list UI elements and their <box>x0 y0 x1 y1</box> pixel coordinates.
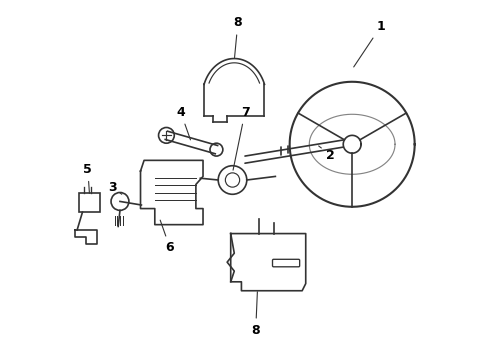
Text: 4: 4 <box>176 106 191 140</box>
Bar <box>79 193 100 212</box>
Text: 5: 5 <box>83 163 92 193</box>
Text: 3: 3 <box>108 181 122 194</box>
Text: 7: 7 <box>233 106 249 170</box>
Text: 8: 8 <box>234 17 242 58</box>
Text: 2: 2 <box>318 146 335 162</box>
Text: 6: 6 <box>160 220 174 255</box>
Text: 1: 1 <box>354 20 385 67</box>
Text: 8: 8 <box>251 292 260 337</box>
